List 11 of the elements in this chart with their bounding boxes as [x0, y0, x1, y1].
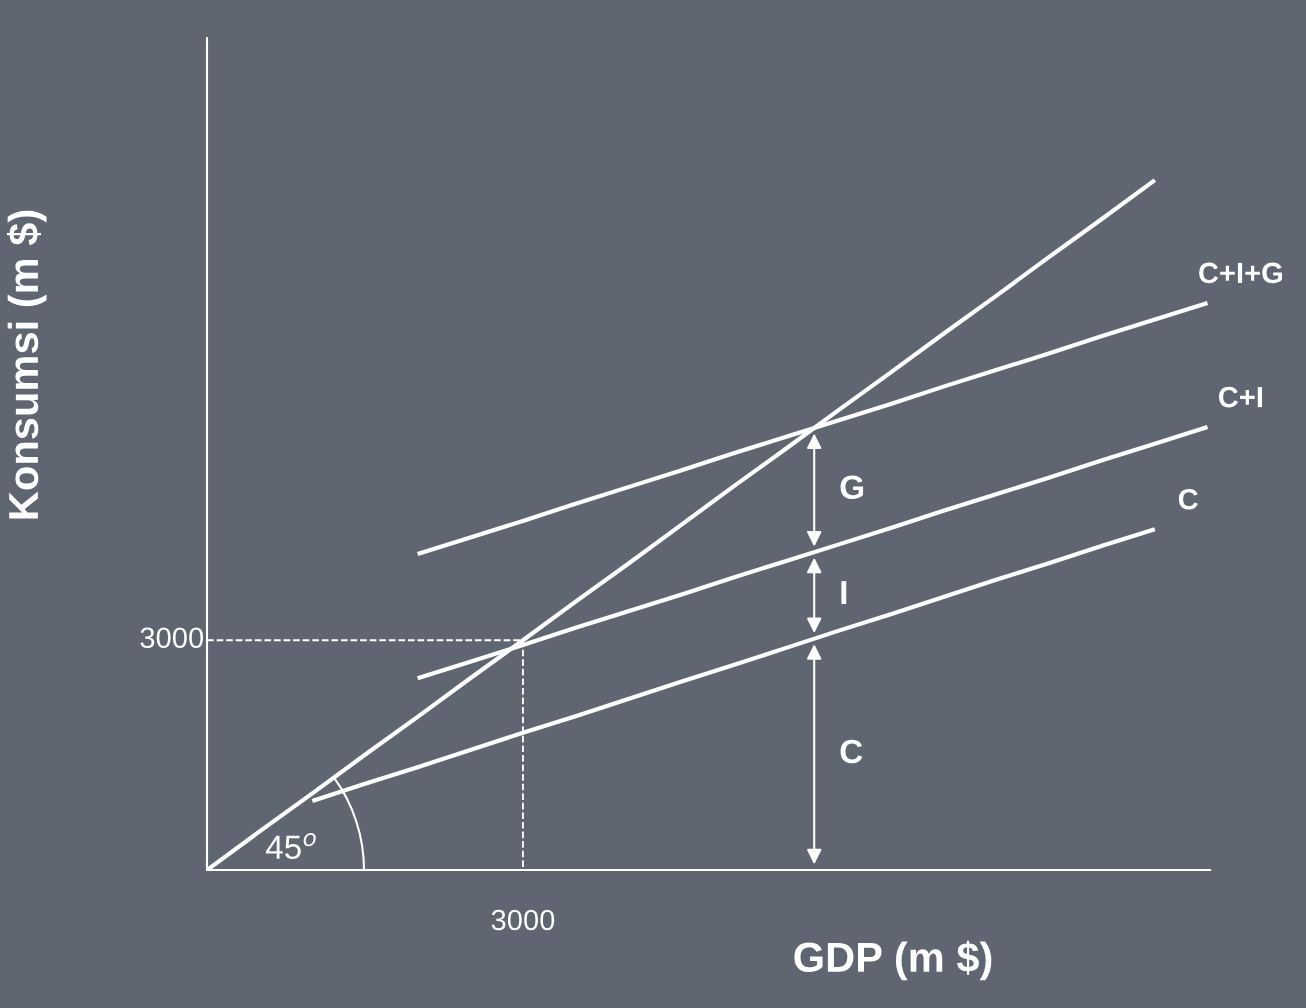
- y-axis-title: Konsumsi (m $): [6, 210, 47, 519]
- text: 3000: [140, 627, 204, 649]
- x-axis-title: GDP (m $): [794, 940, 992, 981]
- series-label: C+I: [1218, 386, 1262, 408]
- text: 3000: [491, 909, 555, 931]
- series-label: C+I+G: [1199, 262, 1282, 284]
- series-label: C: [1178, 488, 1198, 510]
- annotation: G: [840, 475, 864, 499]
- annotation: C: [840, 739, 863, 764]
- annotation: I: [841, 581, 847, 605]
- annotation: 45$^{o}$: [265, 832, 316, 860]
